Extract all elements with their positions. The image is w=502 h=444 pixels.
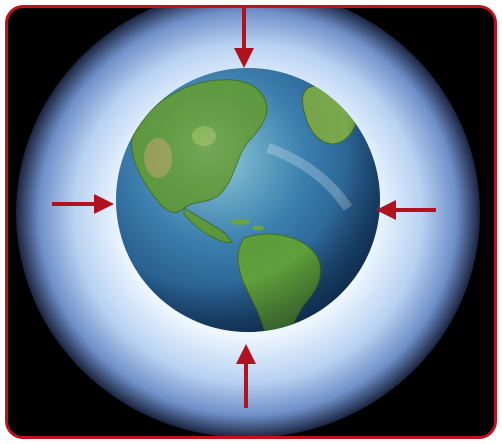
- earth-illustration: [8, 8, 494, 436]
- earth-scene: [5, 5, 497, 439]
- arrow-up-icon: [236, 344, 256, 408]
- arrow-right-icon: [52, 194, 114, 214]
- arrow-down-icon: [234, 8, 254, 68]
- earth-globe: [116, 68, 380, 332]
- arrow-left-icon: [376, 200, 436, 220]
